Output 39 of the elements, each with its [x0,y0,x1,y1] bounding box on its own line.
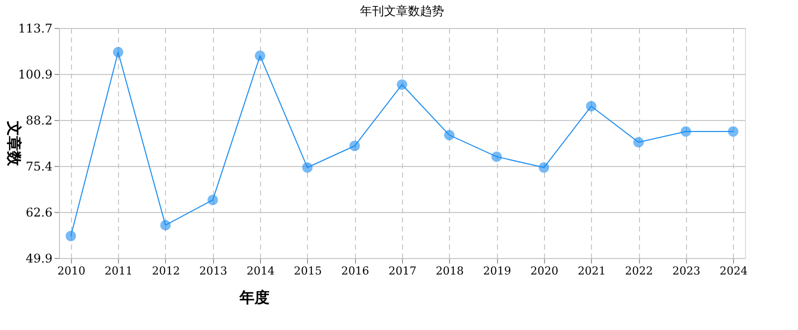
y-axis-title: 文章数 [5,120,24,167]
x-tick-label: 2021 [578,264,606,278]
x-tick-label: 2017 [388,264,416,278]
x-tick-label: 2014 [246,264,275,278]
x-tick-label: 2019 [483,264,512,278]
x-tick-label: 2013 [199,264,228,278]
point [254,50,266,61]
point [633,137,644,148]
point [396,79,408,90]
x-tick-label: 2015 [294,264,322,278]
point [208,194,218,206]
x-tick-label: 2022 [625,264,654,278]
x-axis-title: 年度 [238,288,270,306]
x-tick-label: 2018 [436,264,464,278]
y-tick-label: 75.4 [26,160,53,174]
x-tick-label: 2020 [530,264,558,278]
chart-title: 年刊文章数趋势 [360,4,444,18]
y-tick-label: 113.7 [18,22,52,36]
point [349,140,360,152]
point [444,130,455,140]
y-tick-label: 100.9 [18,68,52,82]
x-tick-label: 2012 [152,264,180,278]
point [680,126,692,137]
x-tick-label: 2016 [341,264,370,278]
x-tick-label: 2024 [720,264,748,278]
y-tick-label: 62.6 [26,206,52,220]
x-tick-label: 2023 [672,264,700,278]
point [728,126,738,137]
point [160,220,171,230]
point [538,162,550,173]
y-tick-label: 49.9 [26,252,52,266]
point [112,46,124,58]
point [586,100,596,112]
point [302,162,313,173]
x-tick-label: 2011 [104,264,133,278]
x-tick-label: 2010 [57,264,86,278]
point [66,230,76,242]
y-tick-label: 88.2 [26,113,52,128]
point [491,151,502,162]
